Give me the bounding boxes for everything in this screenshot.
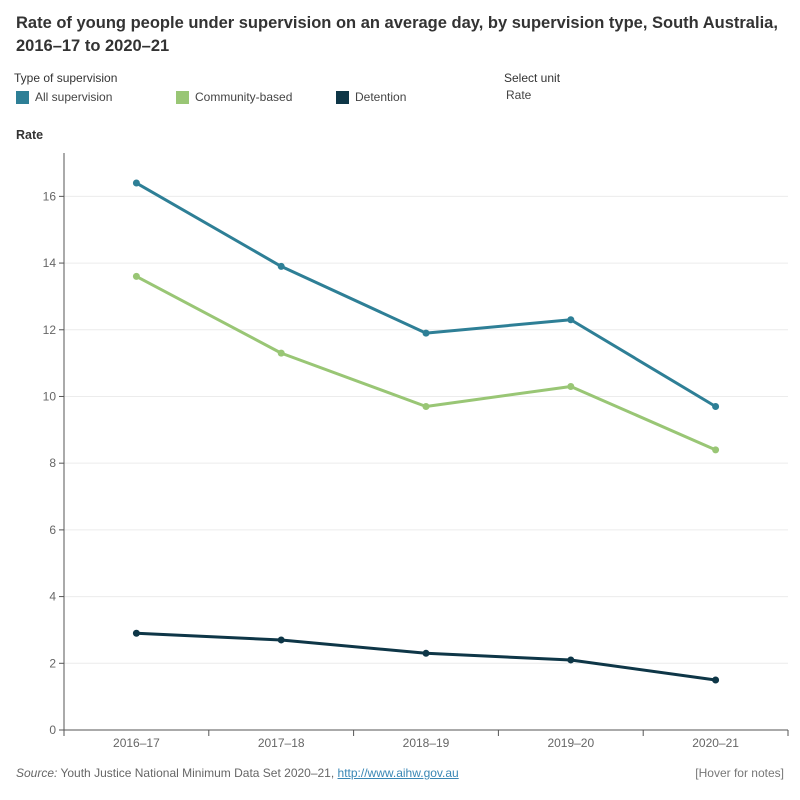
hover-for-notes[interactable]: [Hover for notes] — [695, 766, 784, 780]
unit-selector-value[interactable]: Rate — [506, 88, 532, 102]
data-point — [567, 656, 575, 664]
data-point — [132, 629, 140, 637]
line-chart: 0 2 4 6 8 10 12 14 16 2016–17 2017–18 2018–19 2019–2… — [43, 153, 789, 750]
data-point — [277, 636, 285, 644]
data-point — [132, 179, 140, 187]
legend-swatch-all-supervision — [16, 90, 29, 104]
data-point — [132, 272, 140, 280]
data-point — [567, 316, 575, 324]
y-tick-label: 10 — [43, 389, 57, 403]
x-tick-label: 2016–17 — [113, 736, 160, 750]
x-tick-label: 2019–20 — [547, 736, 594, 750]
source-prefix: Source: — [16, 766, 58, 780]
legend-item-detention[interactable]: Detention — [336, 89, 406, 105]
legend-heading: Type of supervision — [14, 71, 118, 85]
y-tick-label: 2 — [49, 656, 56, 670]
legend-label-community-based: Community-based — [195, 90, 293, 104]
x-tick-label: 2020–21 — [692, 736, 739, 750]
y-tick-label: 16 — [43, 189, 57, 203]
data-point — [277, 349, 285, 357]
y-tick-label: 6 — [49, 523, 56, 537]
y-tick-label: 14 — [43, 256, 57, 270]
unit-selector-label: Select unit — [504, 71, 561, 85]
data-point — [422, 649, 430, 657]
legend-label-all-supervision: All supervision — [35, 90, 113, 104]
data-point — [422, 329, 430, 337]
y-tick-label: 0 — [49, 723, 56, 737]
data-point — [567, 382, 575, 390]
source-text: Youth Justice National Minimum Data Set … — [57, 766, 338, 780]
x-tick-label: 2017–18 — [258, 736, 305, 750]
y-tick-label: 8 — [49, 456, 56, 470]
y-axis-title: Rate — [16, 128, 44, 142]
footer-source: Source: Youth Justice National Minimum D… — [16, 766, 459, 780]
data-point — [277, 262, 285, 270]
legend-item-community-based[interactable]: Community-based — [176, 89, 292, 105]
legend-label-detention: Detention — [355, 90, 407, 104]
series-line — [134, 181, 718, 408]
chart-title: Rate of young people under supervision o… — [16, 14, 778, 55]
series-line — [134, 274, 718, 452]
y-tick-label: 12 — [43, 323, 57, 337]
legend-item-all-supervision[interactable]: All supervision — [16, 89, 112, 105]
data-point — [712, 446, 720, 454]
data-point — [712, 402, 720, 410]
legend-swatch-community-based — [176, 90, 189, 104]
x-tick-label: 2018–19 — [403, 736, 450, 750]
y-tick-label: 4 — [49, 590, 56, 604]
legend-swatch-detention — [336, 90, 349, 104]
source-link[interactable]: http://www.aihw.gov.au — [337, 766, 459, 780]
data-point — [422, 402, 430, 410]
data-point — [712, 676, 720, 684]
